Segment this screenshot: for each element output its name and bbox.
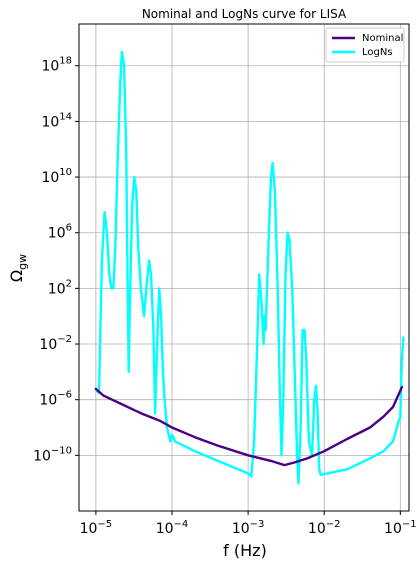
legend-label-nominal: Nominal bbox=[362, 33, 403, 44]
x-tick-label-exponent: −5 bbox=[97, 519, 112, 530]
chart-title: Nominal and LogNs curve for LISA bbox=[142, 7, 347, 21]
y-tick-label-exponent: 10 bbox=[59, 167, 72, 178]
y-tick-label-exponent: −6 bbox=[57, 390, 72, 401]
y-tick-label: 10−10 bbox=[33, 445, 72, 464]
x-tick-label-base: 10 bbox=[308, 521, 326, 537]
y-tick-label-base: 10 bbox=[41, 59, 59, 75]
y-tick-label-base: 10 bbox=[41, 170, 59, 186]
y-tick-label-exponent: 18 bbox=[59, 56, 72, 67]
x-tick-label: 10−5 bbox=[80, 519, 113, 537]
y-axis-label-sub: gw bbox=[16, 254, 29, 270]
y-tick-label: 10−2 bbox=[39, 334, 72, 353]
x-tick-label-exponent: −2 bbox=[326, 519, 341, 530]
series-layer bbox=[94, 50, 405, 485]
x-tick-label-base: 10 bbox=[156, 521, 174, 537]
x-tick-label-base: 10 bbox=[232, 521, 250, 537]
y-tick-label-base: 10 bbox=[39, 337, 57, 353]
y-axis-label: Ωgw bbox=[7, 254, 29, 282]
y-tick-label-exponent: −2 bbox=[57, 334, 72, 345]
y-tick-label-base: 10 bbox=[48, 281, 66, 297]
y-tick-label-exponent: 14 bbox=[59, 111, 72, 122]
y-tick-label: 1010 bbox=[41, 167, 72, 186]
plot-frame bbox=[78, 23, 410, 512]
y-tick-label-exponent: −10 bbox=[51, 445, 72, 456]
y-tick-label: 102 bbox=[48, 278, 72, 297]
y-tick-label: 10−6 bbox=[39, 390, 72, 409]
x-tick-label-exponent: −1 bbox=[402, 519, 417, 530]
x-tick-label: 10−4 bbox=[156, 519, 189, 537]
x-axis-label: f (Hz) bbox=[223, 541, 267, 560]
y-tick-label-base: 10 bbox=[33, 448, 51, 464]
x-tick-labels: 10−5 10−4 10−3 10−2 10−1 bbox=[80, 511, 417, 537]
x-tick-label-exponent: −4 bbox=[174, 519, 189, 530]
x-tick-label-exponent: −3 bbox=[250, 519, 265, 530]
x-tick-label-base: 10 bbox=[80, 521, 98, 537]
y-tick-label: 1014 bbox=[41, 111, 72, 130]
series-line-logns bbox=[94, 50, 405, 485]
y-tick-label: 1018 bbox=[41, 56, 72, 75]
y-tick-label: 106 bbox=[48, 223, 72, 242]
x-tick-label: 10−3 bbox=[232, 519, 265, 537]
y-tick-label-base: 10 bbox=[48, 226, 66, 242]
series-line-nominal bbox=[94, 385, 404, 467]
legend: Nominal LogNs bbox=[325, 27, 405, 63]
legend-box bbox=[325, 27, 405, 63]
y-tick-label-exponent: 2 bbox=[66, 278, 72, 289]
x-tick-label: 10−1 bbox=[384, 519, 417, 537]
y-tick-label-base: 10 bbox=[41, 114, 59, 130]
y-tick-label-base: 10 bbox=[39, 393, 57, 409]
x-tick-label: 10−2 bbox=[308, 519, 341, 537]
x-tick-label-base: 10 bbox=[384, 521, 402, 537]
legend-label-logns: LogNs bbox=[362, 47, 393, 58]
y-tick-label-exponent: 6 bbox=[66, 223, 72, 234]
y-axis-label-main: Ω bbox=[7, 270, 26, 282]
